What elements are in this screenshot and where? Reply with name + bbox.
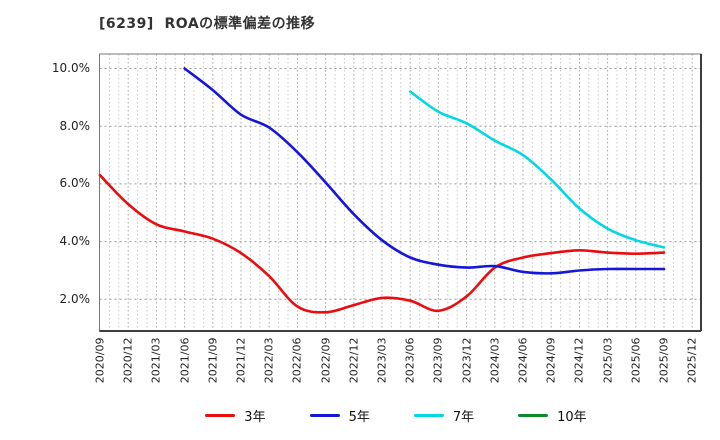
y-axis-label: 4.0% [59,234,91,249]
x-axis-label: 2023/12 [460,337,474,384]
legend-swatch [309,413,340,417]
legend-label: 10年 [557,409,587,425]
x-axis-label: 2021/12 [234,337,248,384]
x-axis-label: 2020/12 [121,337,135,384]
x-axis-label: 2020/09 [93,337,107,384]
series-line-1 [183,67,666,275]
legend-item-3年: 3年 [205,406,266,425]
x-axis-label: 2025/03 [601,337,615,384]
y-axis-label: 8.0% [59,118,91,133]
x-axis-label: 2022/09 [319,337,333,384]
chart-legend: 3年 5年 7年 10年 [36,402,720,428]
x-axis-label: 2021/06 [178,337,192,384]
x-axis-label: 2023/03 [375,337,389,384]
legend-swatch [518,413,549,417]
y-axis-label: 6.0% [59,176,91,191]
y-axis-label: 2.0% [59,291,91,306]
legend-label: 5年 [348,409,370,425]
legend-item-7年: 7年 [413,406,475,425]
x-axis-label: 2021/03 [149,337,163,384]
x-axis-label: 2025/06 [629,337,643,384]
legend-label: 3年 [244,409,266,425]
x-axis-label: 2023/09 [431,337,445,384]
series-line-2 [408,90,666,249]
x-axis-label: 2022/03 [262,337,276,384]
x-axis-label: 2021/09 [206,337,220,384]
legend-swatch [413,413,444,417]
y-axis-label: 10.0% [51,61,90,75]
x-axis-label: 2022/12 [347,337,361,384]
x-axis-label: 2024/09 [544,337,558,384]
x-axis-label: 2024/12 [572,337,586,384]
plot-border [99,53,702,332]
x-axis-label: 2025/12 [685,337,699,384]
series-line-0 [98,173,666,314]
legend-swatch [205,413,236,417]
x-axis-label: 2023/06 [403,337,417,384]
x-axis-label: 2022/06 [290,337,304,384]
legend-label: 7年 [452,409,475,425]
legend-item-5年: 5年 [309,406,370,425]
x-axis-label: 2024/03 [488,337,502,384]
legend-item-10年: 10年 [518,406,587,425]
x-axis-label: 2025/09 [657,337,671,384]
chart-title: [6239] ROAの標準偏差の推移 [99,16,316,32]
x-axis-label: 2024/06 [516,337,530,384]
